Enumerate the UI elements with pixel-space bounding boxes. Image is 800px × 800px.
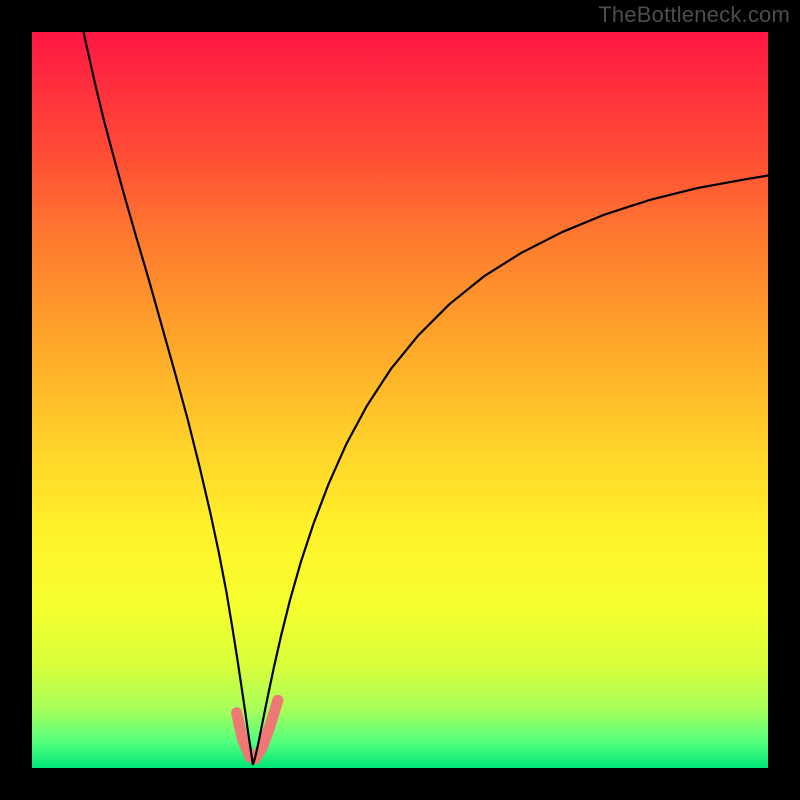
watermark-text: TheBottleneck.com [598,2,790,28]
marker-dot [271,701,281,711]
chart-background [32,32,768,768]
plot-area [32,32,768,768]
marker-dot [233,719,243,729]
chart-container: TheBottleneck.com [0,0,800,800]
plot-svg [32,32,768,768]
marker-dot [263,725,273,735]
marker-dot [239,739,249,749]
